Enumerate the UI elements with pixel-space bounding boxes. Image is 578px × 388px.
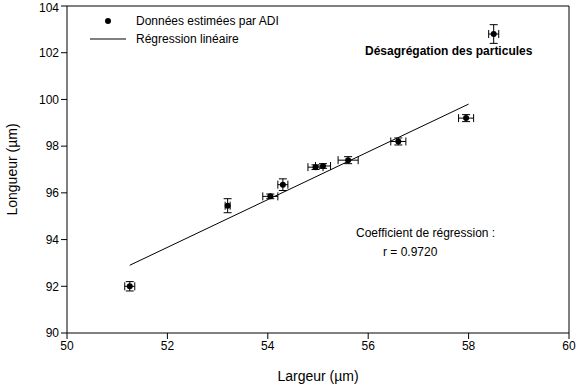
svg-text:58: 58 bbox=[462, 339, 476, 353]
svg-text:90: 90 bbox=[46, 326, 60, 340]
svg-text:104: 104 bbox=[39, 1, 59, 15]
svg-text:100: 100 bbox=[39, 93, 59, 107]
svg-text:102: 102 bbox=[39, 46, 59, 60]
svg-text:50: 50 bbox=[60, 339, 74, 353]
svg-text:52: 52 bbox=[161, 339, 175, 353]
svg-text:Largeur (µm): Largeur (µm) bbox=[277, 368, 358, 384]
svg-text:94: 94 bbox=[46, 233, 60, 247]
svg-text:54: 54 bbox=[261, 339, 275, 353]
html-text:r = 0.9720: r = 0.9720 bbox=[383, 245, 438, 259]
svg-text:60: 60 bbox=[562, 339, 576, 353]
svg-text:Longueur (µm): Longueur (µm) bbox=[4, 123, 20, 215]
svg-text:56: 56 bbox=[362, 339, 376, 353]
html-text:Régression linéaire: Régression linéaire bbox=[136, 32, 239, 46]
svg-text:96: 96 bbox=[46, 186, 60, 200]
html-text:Désagrégation des particules: Désagrégation des particules bbox=[365, 44, 533, 58]
html-text:Données estimées par ADI: Données estimées par ADI bbox=[136, 14, 279, 28]
html-text:Coefficient de régression :: Coefficient de régression : bbox=[356, 226, 496, 240]
svg-text:98: 98 bbox=[46, 139, 60, 153]
svg-text:92: 92 bbox=[46, 280, 60, 294]
